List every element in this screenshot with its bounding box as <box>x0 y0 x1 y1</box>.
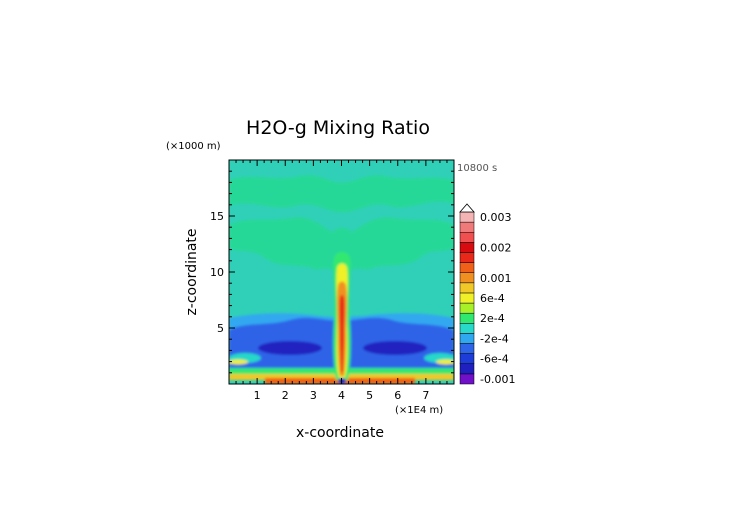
x-axis: 1 2 3 4 5 6 7 <box>228 160 455 402</box>
colorbar-swatch <box>459 363 475 375</box>
y-tick-label: 10 <box>210 266 224 279</box>
colorbar-swatch <box>459 231 475 243</box>
colorbar-swatch <box>459 312 475 324</box>
y-units-label: (×1000 m) <box>166 141 221 152</box>
x-tick-label: 4 <box>338 389 345 402</box>
colorbar-swatch <box>459 221 475 233</box>
x-tick-label: 2 <box>282 389 289 402</box>
heatmap-field <box>229 160 454 384</box>
low-level-band-light <box>229 313 454 330</box>
y-axis: 5 10 15 <box>210 159 454 385</box>
colorbar-swatch <box>459 333 475 344</box>
colorbar-swatch <box>459 211 475 223</box>
colorbar-swatch <box>459 252 475 263</box>
colorbar-swatch <box>459 373 475 385</box>
yellow-streak-right <box>436 359 454 365</box>
y-tick-label: 5 <box>217 322 224 335</box>
plume-core <box>339 295 345 372</box>
colorbar-tick-label: 2e-4 <box>480 312 505 325</box>
x-tick-label: 7 <box>422 389 429 402</box>
colorbar-tick-label: -0.001 <box>480 373 515 386</box>
time-label: 10800 s <box>457 163 497 174</box>
y-tick-label: 15 <box>210 210 224 223</box>
colorbar-swatch <box>459 323 475 334</box>
colorbar: 0.003 0.002 0.001 6e-4 2e-4 -2e-4 -6e-4 -0.001 <box>459 203 515 386</box>
colorbar-swatch <box>459 292 475 304</box>
x-tick-label: 1 <box>254 389 261 402</box>
x-tick-label: 5 <box>366 389 373 402</box>
colorbar-extend-arrow <box>459 203 475 213</box>
colorbar-tick-label: -2e-4 <box>480 332 509 345</box>
colorbar-tick-label: -6e-4 <box>480 353 509 366</box>
x-tick-label: 6 <box>394 389 401 402</box>
colorbar-tick-label: 0.002 <box>480 241 512 254</box>
colorbar-swatch <box>459 242 475 253</box>
colorbar-tick-label: 0.003 <box>480 211 512 224</box>
upper-band-top <box>229 175 454 213</box>
x-axis-label: x-coordinate <box>296 425 384 441</box>
upper-band-mid <box>229 217 454 271</box>
yellow-streak-left <box>229 359 248 365</box>
dark-lobe-left <box>258 341 322 355</box>
chart-title: H2O-g Mixing Ratio <box>246 117 430 139</box>
colorbar-tick-label: 6e-4 <box>480 292 505 305</box>
colorbar-swatch <box>459 262 475 273</box>
colorbar-swatch <box>459 353 475 365</box>
x-units-label: (×1E4 m) <box>395 405 443 416</box>
dark-lobe-right <box>363 341 427 355</box>
y-axis-label: z-coordinate <box>184 228 200 315</box>
colorbar-swatch <box>459 302 475 314</box>
x-tick-label: 3 <box>310 389 317 402</box>
colorbar-swatch <box>459 282 475 294</box>
colorbar-swatch <box>459 343 475 354</box>
colorbar-tick-label: 0.001 <box>480 272 512 285</box>
colorbar-swatch <box>459 272 475 284</box>
